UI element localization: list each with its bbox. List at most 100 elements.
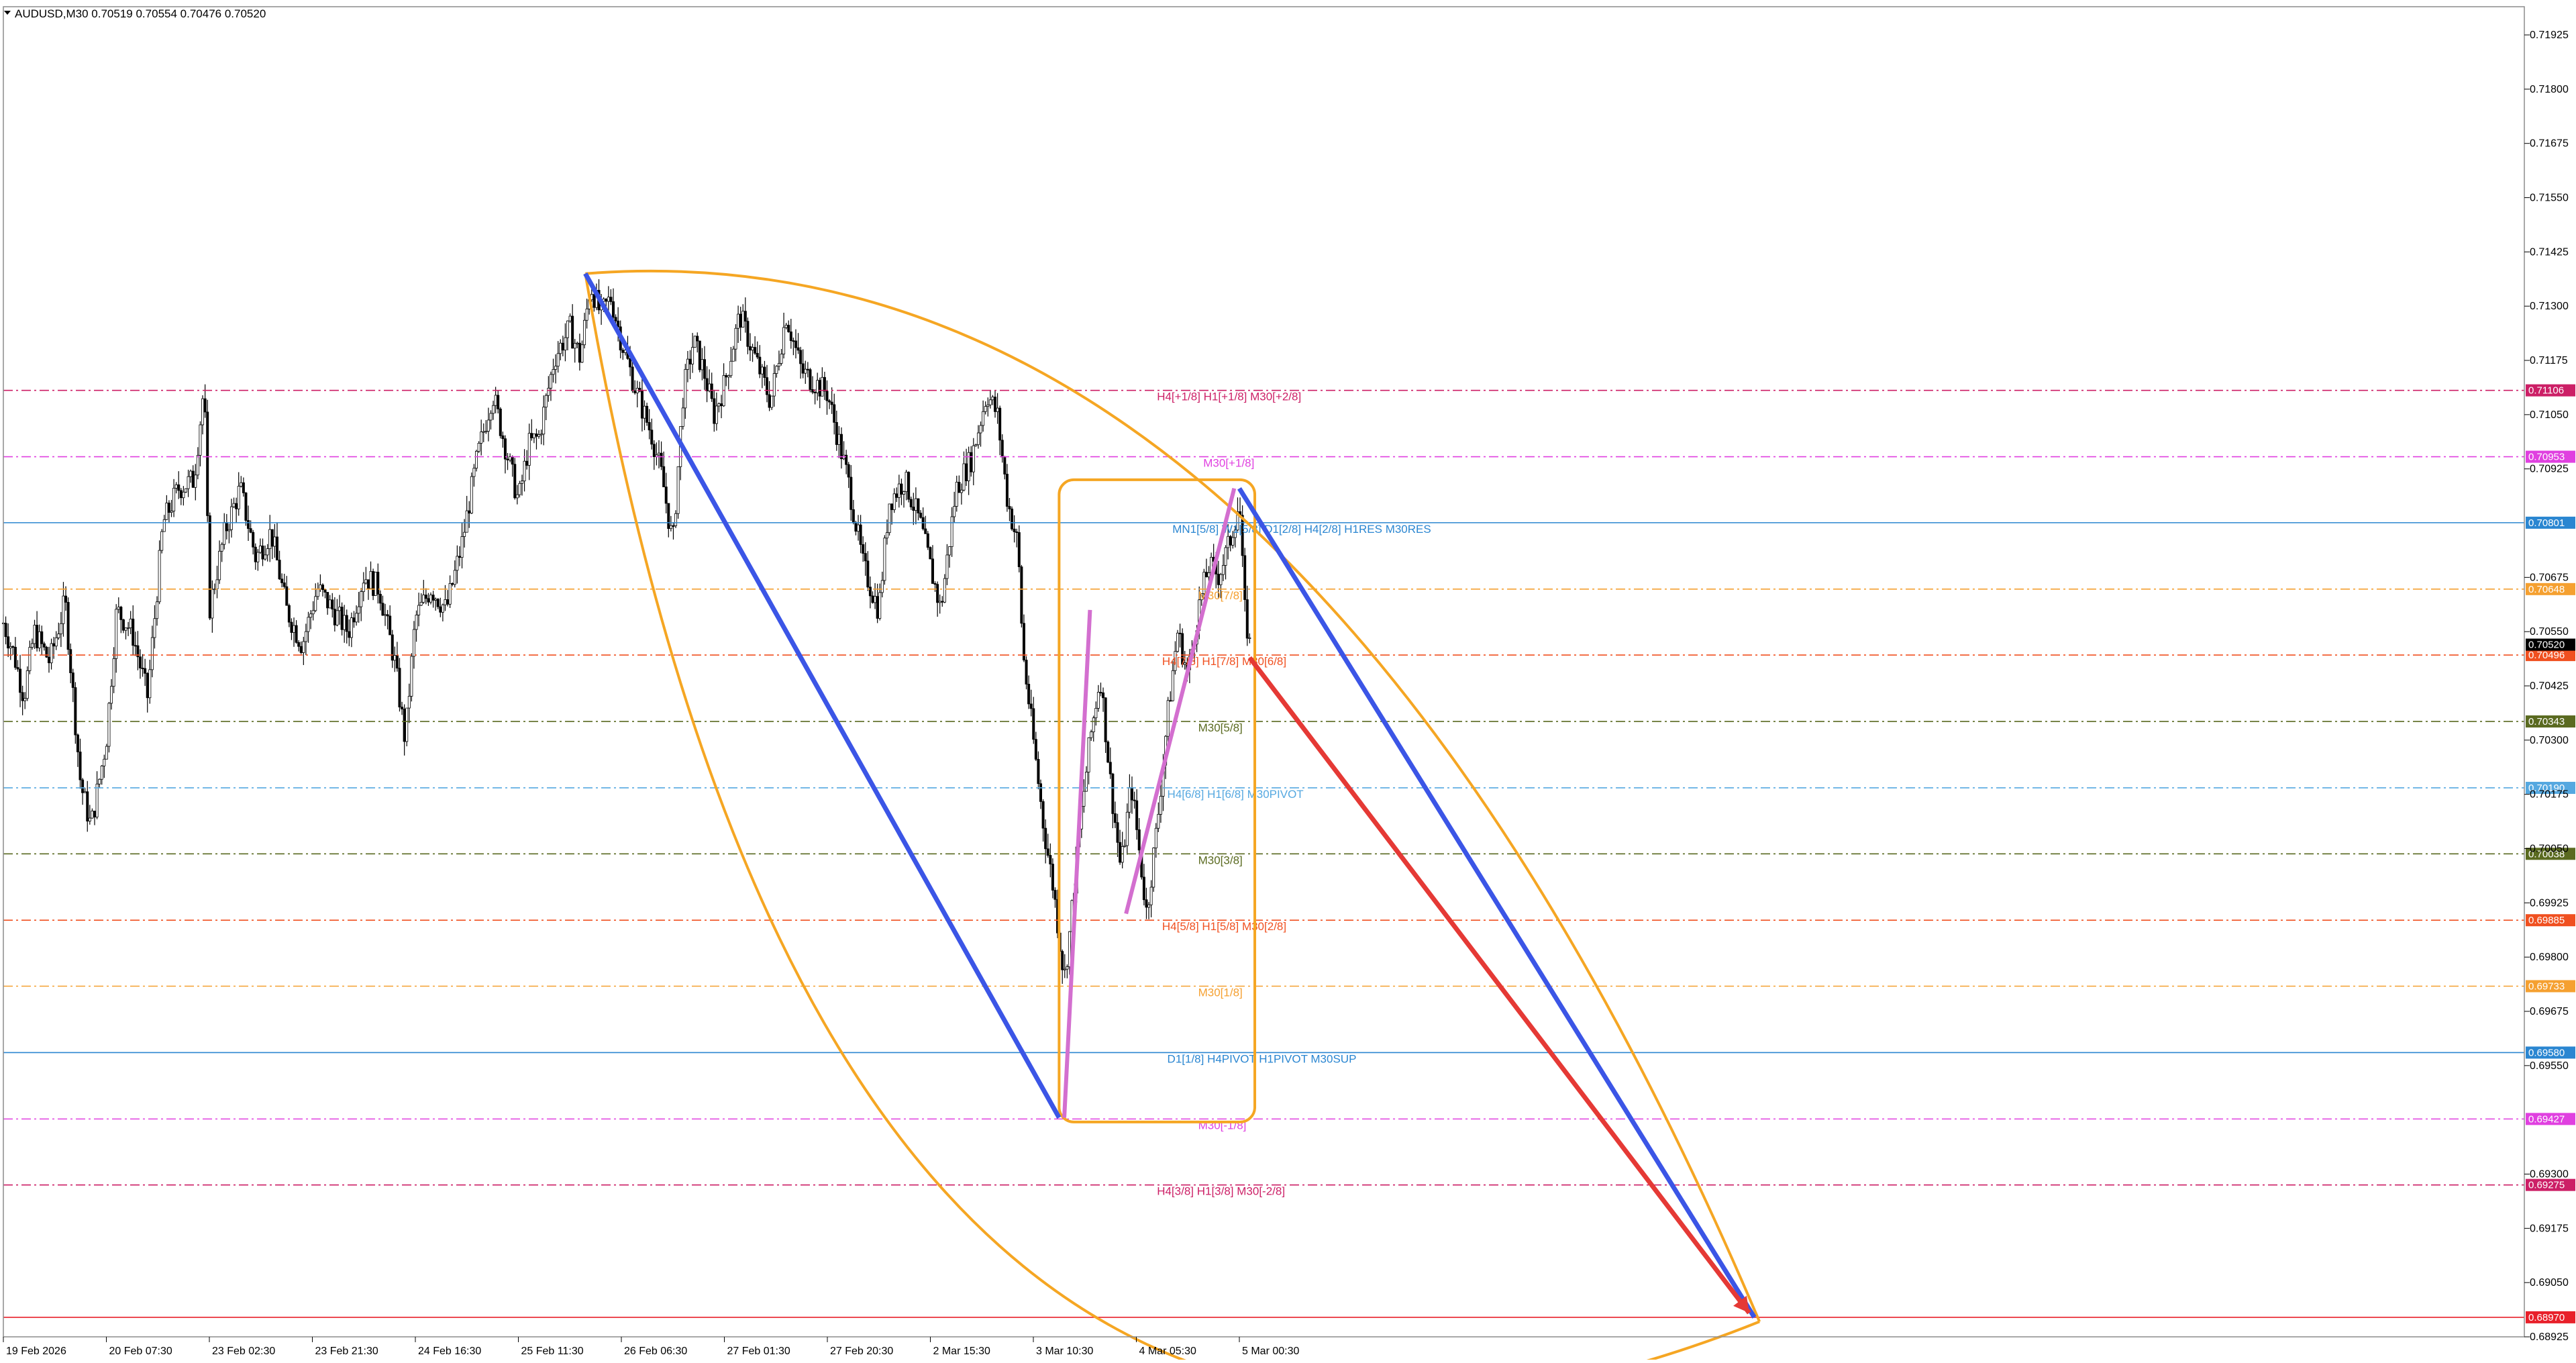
candle-body — [796, 347, 800, 351]
price-tick-label: 0.69175 — [2530, 1223, 2569, 1234]
candle-body — [720, 403, 723, 407]
candle-body — [1154, 827, 1157, 848]
candle-body — [933, 583, 937, 585]
level-label: M30[3/8] — [1198, 854, 1243, 866]
candle-body — [1147, 904, 1151, 908]
price-tick-label: 0.71300 — [2530, 301, 2569, 312]
candle-body — [1087, 737, 1090, 772]
time-tick-label: 25 Feb 11:30 — [521, 1346, 584, 1357]
price-tick-label: 0.69675 — [2530, 1006, 2569, 1017]
candle-body — [566, 320, 569, 338]
candle-body — [513, 464, 517, 499]
candle-body — [434, 599, 437, 601]
candle-body — [948, 546, 951, 556]
level-price-tag — [2526, 649, 2575, 662]
candle-body — [1061, 951, 1064, 970]
candle-body — [912, 507, 915, 511]
candle-body — [468, 510, 471, 514]
candle-body — [919, 513, 923, 518]
candle-body — [583, 319, 586, 346]
candle-body — [364, 579, 368, 584]
candle-body — [1178, 632, 1182, 634]
level-label: M30[5/8] — [1198, 721, 1243, 734]
candle-body — [532, 434, 535, 438]
candle-body — [821, 376, 824, 397]
candle-body — [156, 601, 159, 619]
candle-body — [401, 707, 404, 709]
candle-body — [734, 327, 737, 350]
time-tick-label: 23 Feb 02:30 — [212, 1346, 275, 1357]
candle-body — [1157, 813, 1160, 829]
price-tick-label: 0.71550 — [2530, 193, 2569, 204]
candle-body — [564, 337, 567, 351]
murrey-levels-layer: H4[+1/8] H1[+1/8] M30[+2/8] 0.71106 M30[+1… — [3, 384, 2575, 1323]
candle-body — [547, 387, 550, 396]
candle-body — [629, 358, 632, 368]
candle-body — [366, 579, 370, 589]
candle-body — [660, 452, 663, 467]
level-price-tag-label: 0.70038 — [2528, 848, 2565, 860]
time-tick-label: 20 Feb 07:30 — [109, 1346, 172, 1357]
candle-body — [667, 503, 670, 529]
candle-body — [194, 474, 197, 488]
price-tick-label: 0.70300 — [2530, 735, 2569, 746]
candle-body — [208, 515, 211, 619]
candle-body — [98, 778, 101, 785]
candle-body — [813, 391, 817, 393]
candle-body — [1142, 876, 1145, 901]
candle-body — [503, 438, 507, 460]
candle-body — [309, 613, 313, 618]
time-tick-label: 27 Feb 01:30 — [727, 1346, 790, 1357]
candle-body — [138, 656, 142, 668]
candle-body — [895, 493, 898, 498]
symbol-dropdown-icon[interactable] — [4, 11, 11, 15]
candle-body — [100, 765, 103, 780]
candle-body — [1204, 572, 1208, 578]
level-label: H4[+1/8] H1[+1/8] M30[+2/8] — [1157, 391, 1301, 403]
candle-body — [273, 536, 276, 547]
candle-body — [1241, 515, 1244, 556]
price-tick-label: 0.71675 — [2530, 138, 2569, 150]
candle-body — [264, 554, 267, 560]
candle-body — [201, 398, 205, 425]
candle-body — [561, 342, 564, 351]
candle-body — [657, 452, 660, 456]
candle-body — [775, 366, 778, 374]
candle-body — [266, 548, 269, 556]
price-tick-label: 0.69550 — [2530, 1060, 2569, 1072]
candle-body — [338, 607, 342, 611]
candle-body — [463, 532, 466, 537]
candle-body — [160, 531, 164, 551]
candle-body — [1096, 692, 1100, 709]
candle-body — [984, 406, 987, 412]
candle-body — [40, 631, 44, 644]
candle-body — [456, 556, 459, 571]
candle-body — [355, 613, 358, 623]
candle-body — [806, 368, 809, 370]
candle-body — [81, 779, 85, 793]
candle-body — [754, 347, 757, 354]
candle-body — [1171, 670, 1174, 701]
price-tick-label: 0.70925 — [2530, 464, 2569, 475]
candle-body — [794, 340, 797, 348]
candle-body — [254, 546, 257, 562]
candle-body — [182, 491, 185, 499]
candle-body — [25, 670, 29, 699]
candle-body — [206, 411, 209, 516]
candle-body — [33, 625, 36, 644]
candle-body — [941, 601, 944, 603]
candle-body — [417, 605, 421, 615]
candle-body — [295, 625, 298, 643]
candle-body — [340, 607, 344, 630]
candle-body — [74, 687, 77, 736]
candle-body — [124, 627, 127, 631]
candle-body — [45, 646, 48, 658]
candle-body — [638, 388, 641, 392]
candle-body — [1046, 848, 1049, 856]
candle-body — [189, 470, 193, 477]
candle-body — [244, 492, 248, 521]
candle-body — [888, 503, 891, 534]
candle-body — [494, 395, 497, 406]
